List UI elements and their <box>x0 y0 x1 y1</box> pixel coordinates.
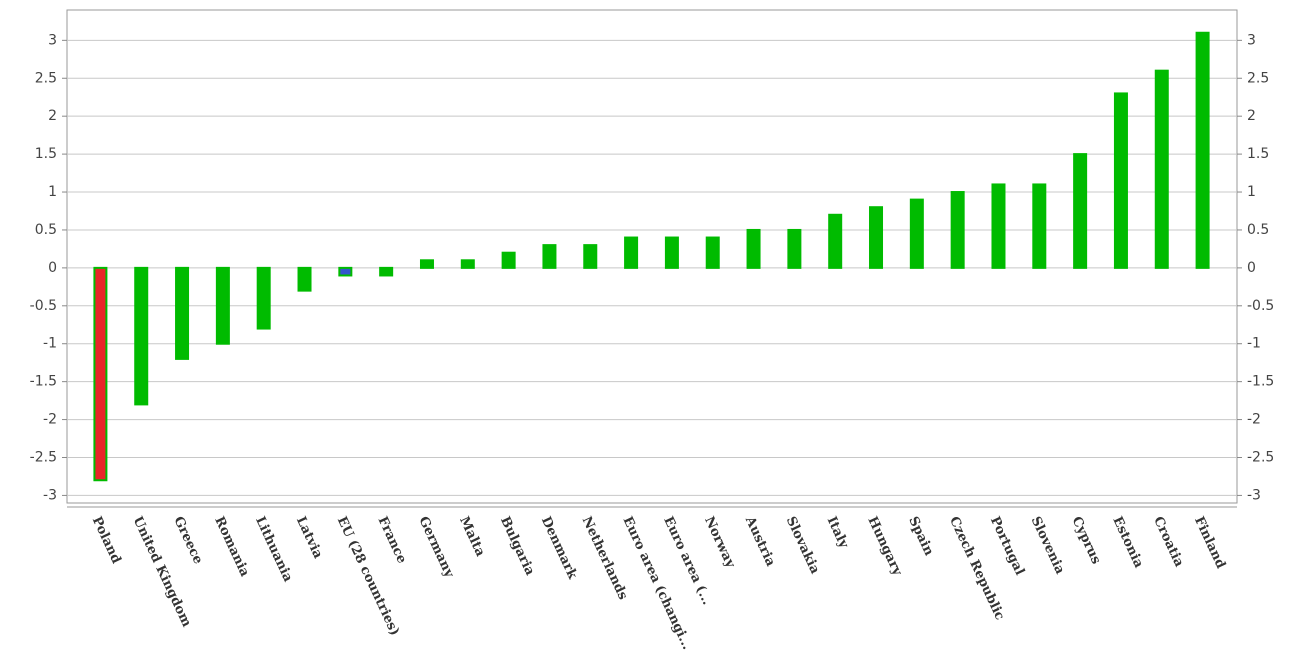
x-tick-label: Slovakia <box>783 514 823 576</box>
x-tick-label: Denmark <box>538 514 580 582</box>
bar <box>909 198 924 269</box>
bar <box>746 228 761 269</box>
bar <box>93 266 108 482</box>
x-tick-label: Poland <box>89 514 124 566</box>
bar <box>256 266 271 330</box>
bar <box>583 244 598 269</box>
bar <box>297 266 312 292</box>
bar <box>705 236 720 269</box>
bar <box>501 251 516 269</box>
bar <box>542 244 557 269</box>
x-tick-label: France <box>375 514 410 566</box>
bar <box>419 259 434 269</box>
x-tick-label: Malta <box>456 514 488 559</box>
x-tick-label: Slovenia <box>1028 514 1068 577</box>
bar <box>1073 153 1088 269</box>
x-tick-label: Norway <box>701 514 738 570</box>
y2-tick-label: 2 <box>1247 108 1256 124</box>
x-tick-label: Italy <box>824 514 852 551</box>
x-tick-label: Germany <box>415 514 456 580</box>
y2-tick-label: 1 <box>1247 184 1256 200</box>
bar <box>828 213 843 269</box>
x-tick-label: Greece <box>170 514 205 566</box>
bar <box>787 228 802 269</box>
x-tick-label: Netherlands <box>579 514 631 602</box>
x-tick-label: Romania <box>211 514 252 579</box>
x-tick-label: Cyprus <box>1068 514 1103 566</box>
y-tick-label: -3 <box>43 487 57 503</box>
x-tick-label: Croatia <box>1150 514 1187 569</box>
y-tick-label: 1 <box>48 184 57 200</box>
y2-tick-label: -1 <box>1247 336 1261 352</box>
y-tick-label: -1.5 <box>30 374 57 390</box>
bar <box>950 191 965 269</box>
plot-area <box>66 9 1238 504</box>
bar <box>1032 183 1047 269</box>
y2-tick-label: -2.5 <box>1247 449 1274 465</box>
x-tick-label: Latvia <box>293 514 326 561</box>
bar <box>624 236 639 269</box>
y2-tick-label: 3 <box>1247 32 1256 48</box>
y-tick-label: 3 <box>48 32 57 48</box>
y-tick-label: 0 <box>48 260 57 276</box>
x-tick-label: Estonia <box>1109 514 1146 570</box>
x-tick-label: Portugal <box>987 514 1027 577</box>
x-tick-label: Finland <box>1191 514 1228 571</box>
bar <box>1195 31 1210 269</box>
y-tick-label: -1 <box>43 336 57 352</box>
y-tick-label: 0.5 <box>35 222 57 238</box>
y-tick-label: 1.5 <box>35 146 57 162</box>
bar <box>175 266 190 360</box>
x-tick-label: Austria <box>742 513 779 569</box>
bar <box>869 206 884 269</box>
bar <box>1154 69 1169 269</box>
y2-tick-label: 2.5 <box>1247 70 1269 86</box>
bar <box>460 259 475 269</box>
y2-tick-label: 1.5 <box>1247 146 1269 162</box>
x-tick-label: Spain <box>905 514 936 558</box>
bar <box>664 236 679 269</box>
y2-tick-label: -3 <box>1247 487 1261 503</box>
bar <box>379 266 394 277</box>
y-tick-label: 2 <box>48 108 57 124</box>
y-tick-label: 2.5 <box>35 70 57 86</box>
y-tick-label: -2.5 <box>30 449 57 465</box>
x-tick-label: Hungary <box>864 514 904 578</box>
x-tick-label: Bulgaria <box>497 514 538 578</box>
bar <box>338 266 353 277</box>
y2-tick-label: -2 <box>1247 412 1261 428</box>
y2-tick-label: -1.5 <box>1247 374 1274 390</box>
y-tick-label: -0.5 <box>30 298 57 314</box>
x-tick-label: Lithuania <box>252 514 296 585</box>
bar <box>215 266 230 345</box>
y2-tick-label: -0.5 <box>1247 298 1274 314</box>
y2-tick-label: 0 <box>1247 260 1256 276</box>
bar <box>991 183 1006 269</box>
bar <box>134 266 149 406</box>
y-tick-label: -2 <box>43 412 57 428</box>
bar <box>1113 92 1128 269</box>
y2-tick-label: 0.5 <box>1247 222 1269 238</box>
